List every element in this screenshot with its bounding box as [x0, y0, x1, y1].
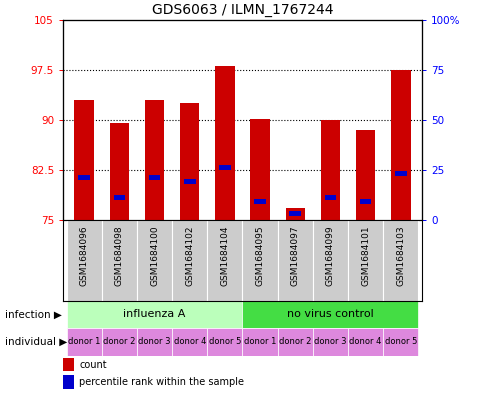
Text: GSM1684101: GSM1684101 [361, 226, 369, 286]
Bar [359, 199, 371, 204]
Text: GSM1684102: GSM1684102 [185, 226, 194, 286]
Bar [242, 301, 418, 328]
Text: GSM1684095: GSM1684095 [255, 226, 264, 286]
Text: percentile rank within the sample: percentile rank within the sample [79, 377, 244, 387]
Bar [355, 130, 375, 220]
Text: GSM1684097: GSM1684097 [290, 226, 299, 286]
Text: donor 3: donor 3 [138, 338, 170, 346]
Text: GSM1684096: GSM1684096 [79, 226, 89, 286]
Bar [63, 358, 74, 371]
Bar [289, 211, 301, 216]
Title: GDS6063 / ILMN_1767244: GDS6063 / ILMN_1767244 [151, 3, 333, 17]
Text: GSM1684104: GSM1684104 [220, 226, 229, 286]
Text: infection ▶: infection ▶ [5, 309, 61, 320]
Text: donor 1: donor 1 [68, 338, 100, 346]
Bar [180, 103, 199, 220]
Text: donor 4: donor 4 [349, 338, 381, 346]
Bar [382, 220, 418, 301]
Bar [382, 328, 418, 356]
Bar [66, 328, 102, 356]
Text: donor 1: donor 1 [243, 338, 276, 346]
Bar [136, 328, 172, 356]
Text: donor 5: donor 5 [384, 338, 416, 346]
Bar [66, 220, 102, 301]
Bar [113, 195, 125, 200]
Bar [242, 328, 277, 356]
Text: donor 2: donor 2 [103, 338, 135, 346]
Text: donor 2: donor 2 [278, 338, 311, 346]
Bar [391, 70, 409, 220]
Bar [312, 220, 348, 301]
Bar [277, 328, 312, 356]
Bar [254, 199, 265, 204]
Text: donor 3: donor 3 [314, 338, 346, 346]
Bar [75, 100, 93, 220]
Bar [215, 66, 234, 220]
Bar [63, 375, 74, 389]
Bar [394, 171, 406, 176]
Bar [277, 220, 312, 301]
Bar [250, 119, 269, 220]
Bar [207, 328, 242, 356]
Bar [136, 220, 172, 301]
Text: GSM1684100: GSM1684100 [150, 226, 159, 286]
Bar [66, 301, 242, 328]
Text: individual ▶: individual ▶ [5, 337, 67, 347]
Bar [242, 220, 277, 301]
Bar [285, 208, 304, 220]
Text: influenza A: influenza A [123, 309, 185, 320]
Bar [312, 328, 348, 356]
Bar [172, 220, 207, 301]
Bar [102, 328, 136, 356]
Bar [324, 195, 335, 200]
Bar [320, 120, 339, 220]
Bar [172, 328, 207, 356]
Text: no virus control: no virus control [287, 309, 373, 320]
Bar [207, 220, 242, 301]
Text: donor 5: donor 5 [208, 338, 241, 346]
Bar [219, 165, 230, 170]
Bar [348, 220, 382, 301]
Bar [183, 179, 195, 184]
Bar [102, 220, 136, 301]
Text: donor 4: donor 4 [173, 338, 206, 346]
Text: GSM1684099: GSM1684099 [325, 226, 334, 286]
Text: count: count [79, 360, 106, 370]
Bar [145, 100, 164, 220]
Bar [109, 123, 129, 220]
Text: GSM1684098: GSM1684098 [115, 226, 123, 286]
Bar [348, 328, 382, 356]
Bar [149, 175, 160, 180]
Text: GSM1684103: GSM1684103 [395, 226, 405, 286]
Bar [78, 175, 90, 180]
